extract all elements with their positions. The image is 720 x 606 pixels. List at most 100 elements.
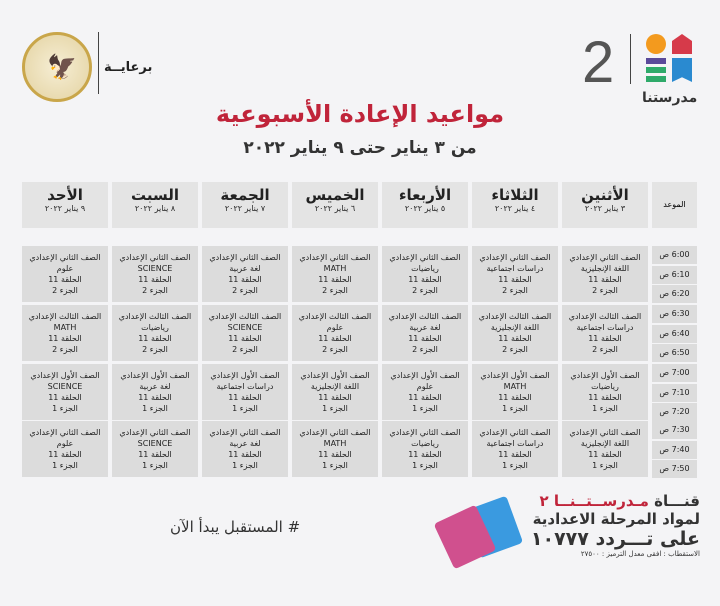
episode: الحلقة 11	[588, 393, 622, 402]
hashtag: # المستقبل يبدأ الآن	[170, 518, 301, 536]
subject: علوم	[56, 439, 74, 448]
subject: لغة عربية	[139, 382, 171, 391]
channel-name: مـدرســتــنــا ٢	[539, 492, 649, 510]
episode: الحلقة 11	[318, 393, 352, 402]
episode: الحلقة 11	[228, 334, 262, 343]
grade: الصف الثاني الإعدادي	[389, 428, 461, 437]
schedule-cell: الصف الثاني الإعدادي علوم الحلقة 11 الجزء 1	[22, 421, 108, 477]
part: الجزء 2	[232, 286, 258, 295]
subject: لغة عربية	[229, 439, 261, 448]
channel-promo: قنـــاة مـدرســتــنــا ٢ لمواد المرحلة ا…	[531, 492, 700, 558]
day-date: ٦ يناير ٢٠٢٢	[314, 204, 356, 213]
grade: الصف الثالث الإعدادي	[28, 312, 102, 321]
day-header: الثلاثاء ٤ يناير ٢٠٢٢	[472, 182, 558, 228]
grade: الصف الأول الإعدادي	[120, 371, 190, 380]
part: الجزء 1	[232, 461, 258, 470]
schedule-cell: الصف الثاني الإعدادي MATH الحلقة 11 الجزء 2	[292, 246, 378, 302]
subject: SCIENCE	[227, 323, 263, 332]
schedule-cell: الصف الثاني الإعدادي دراسات اجتماعية الحلق…	[472, 246, 558, 302]
time-slot: 7:00 ص	[652, 364, 697, 382]
grade: الصف الأول الإعدادي	[300, 371, 370, 380]
episode: الحلقة 11	[318, 275, 352, 284]
schedule-cell: الصف الثالث الإعدادي لغة عربية الحلقة 11 ال…	[382, 305, 468, 361]
part: الجزء 2	[142, 345, 168, 354]
time-slot: 6:30 ص	[652, 305, 697, 323]
schedule-cell: الصف الثاني الإعدادي اللغة الإنجليزية الحل…	[562, 421, 648, 477]
episode: الحلقة 11	[408, 393, 442, 402]
part: الجزء 2	[412, 345, 438, 354]
day-name: الأثنين	[581, 186, 629, 204]
part: الجزء 2	[502, 286, 528, 295]
grade: الصف الثالث الإعدادي	[388, 312, 462, 321]
grade: الصف الثاني الإعدادي	[569, 428, 641, 437]
part: الجزء 1	[412, 404, 438, 413]
schedule-cell: الصف الثاني الإعدادي علوم الحلقة 11 الجزء 2	[22, 246, 108, 302]
time-slot: 6:20 ص	[652, 285, 697, 303]
grade: الصف الثاني الإعدادي	[299, 428, 371, 437]
subject: رياضيات	[141, 323, 169, 332]
schedule-cell: الصف الثاني الإعدادي رياضيات الحلقة 11 الجز…	[382, 246, 468, 302]
grade: الصف الثاني الإعدادي	[29, 428, 101, 437]
page-subtitle: من ٣ يناير حتى ٩ يناير ٢٠٢٢	[243, 138, 477, 158]
day-header: الأربعاء ٥ يناير ٢٠٢٢	[382, 182, 468, 228]
part: الجزء 1	[322, 404, 348, 413]
subject: لغة عربية	[409, 323, 441, 332]
time-header-label: الموعد	[663, 200, 686, 209]
grade: الصف الأول الإعدادي	[570, 371, 640, 380]
grade: الصف الثاني الإعدادي	[209, 428, 281, 437]
subject: اللغة الإنجليزية	[310, 382, 360, 391]
episode: الحلقة 11	[498, 275, 532, 284]
subject: رياضيات	[411, 264, 439, 273]
episode: الحلقة 11	[228, 450, 262, 459]
day-name: الثلاثاء	[491, 186, 539, 204]
subject: رياضيات	[591, 382, 619, 391]
part: الجزء 1	[142, 461, 168, 470]
subject: دراسات اجتماعية	[576, 323, 634, 332]
sponsor-label: برعايــة	[104, 60, 153, 75]
day-header: الجمعة ٧ يناير ٢٠٢٢	[202, 182, 288, 228]
subject: MATH	[53, 323, 77, 332]
grade: الصف الثاني الإعدادي	[29, 253, 101, 262]
episode: الحلقة 11	[588, 334, 622, 343]
subject: اللغة الإنجليزية	[490, 323, 540, 332]
episode: الحلقة 11	[498, 450, 532, 459]
day-date: ٣ يناير ٢٠٢٢	[584, 204, 626, 213]
schedule-cell: الصف الأول الإعدادي لغة عربية الحلقة 11 الج…	[112, 364, 198, 420]
episode: الحلقة 11	[498, 334, 532, 343]
day-date: ٧ يناير ٢٠٢٢	[224, 204, 266, 213]
time-slot: 6:10 ص	[652, 265, 697, 284]
subject: رياضيات	[411, 439, 439, 448]
time-slot: 7:10 ص	[652, 383, 697, 402]
episode: الحلقة 11	[498, 393, 532, 402]
schedule-cell: الصف الثاني الإعدادي دراسات اجتماعية الحلق…	[472, 421, 558, 477]
part: الجزء 2	[232, 345, 258, 354]
grade: الصف الثاني الإعدادي	[209, 253, 281, 262]
schedule-cell: الصف الثاني الإعدادي لغة عربية الحلقة 11 ال…	[202, 421, 288, 477]
schedule-cell: الصف الثالث الإعدادي MATH الحلقة 11 الجزء 2	[22, 305, 108, 361]
day-name: الخميس	[305, 186, 365, 204]
episode: الحلقة 11	[408, 450, 442, 459]
schedule-cell: الصف الأول الإعدادي رياضيات الحلقة 11 الجزء…	[562, 364, 648, 420]
episode: الحلقة 11	[318, 334, 352, 343]
day-header: الأحد ٩ يناير ٢٠٢٢	[22, 182, 108, 228]
episode: الحلقة 11	[48, 450, 82, 459]
subject: MATH	[503, 382, 527, 391]
day-date: ٥ يناير ٢٠٢٢	[404, 204, 446, 213]
divider	[630, 34, 631, 84]
part: الجزء 1	[502, 461, 528, 470]
grade: الصف الثالث الإعدادي	[568, 312, 642, 321]
part: الجزء 2	[592, 345, 618, 354]
grade: الصف الثالث الإعدادي	[208, 312, 282, 321]
subject: دراسات اجتماعية	[486, 264, 544, 273]
part: الجزء 2	[592, 286, 618, 295]
day-name: الأحد	[47, 186, 83, 204]
subject: دراسات اجتماعية	[486, 439, 544, 448]
subject: MATH	[323, 264, 347, 273]
schedule-cell: الصف الأول الإعدادي MATH الحلقة 11 الجزء 1	[472, 364, 558, 420]
subject: اللغة الإنجليزية	[580, 439, 630, 448]
grade: الصف الثاني الإعدادي	[479, 253, 551, 262]
schedule-cell: الصف الثاني الإعدادي MATH الحلقة 11 الجزء 1	[292, 421, 378, 477]
subject: SCIENCE	[137, 264, 173, 273]
day-header: السبت ٨ يناير ٢٠٢٢	[112, 182, 198, 228]
day-name: السبت	[130, 186, 180, 204]
